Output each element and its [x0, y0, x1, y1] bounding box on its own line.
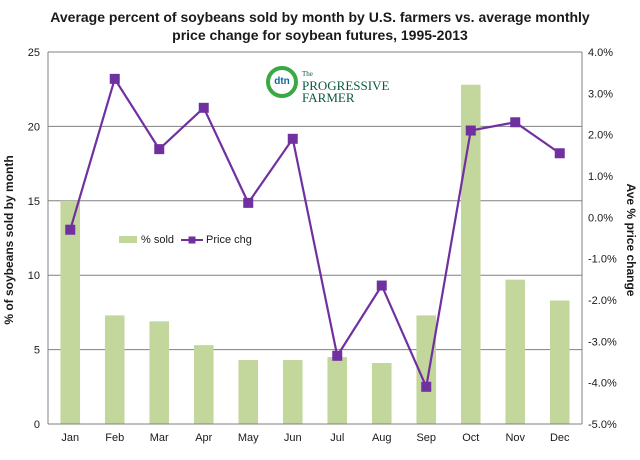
bar-oct: [460, 84, 481, 425]
chart-title-line-1: Average percent of soybeans sold by mont…: [50, 9, 590, 25]
bar-series: [60, 84, 570, 425]
bar-jun: [282, 360, 303, 424]
marker-sep: [421, 381, 432, 392]
x-axis-ticks: Jan Feb Mar Apr May Jun Jul Aug Sep Oct Nov Dec: [61, 432, 570, 444]
right-tick-label: 0.0%: [588, 212, 613, 224]
x-tick-label: Aug: [372, 432, 392, 444]
marker-jun: [287, 133, 298, 144]
bar-sep: [416, 315, 437, 424]
right-tick-label: -1.0%: [588, 254, 617, 266]
marker-dec: [554, 148, 565, 159]
bar-apr: [193, 345, 214, 424]
x-tick-label: Mar: [150, 432, 169, 444]
legend-label-bar: % sold: [141, 234, 174, 246]
right-tick-label: 3.0%: [588, 88, 613, 100]
x-tick-label: Nov: [505, 432, 525, 444]
right-tick-label: 1.0%: [588, 171, 613, 183]
left-tick-label: 10: [28, 270, 40, 282]
bar-jan: [60, 200, 81, 424]
x-tick-label: Feb: [105, 432, 124, 444]
marker-mar: [154, 144, 165, 155]
right-tick-label: -4.0%: [588, 378, 617, 390]
marker-jul: [332, 350, 343, 361]
chart-title-line-2: price change for soybean futures, 1995-2…: [172, 27, 468, 43]
bar-mar: [149, 321, 170, 424]
legend-swatch-marker: [188, 236, 196, 244]
right-axis-ticks: -5.0% -4.0% -3.0% -2.0% -1.0% 0.0% 1.0% 2.0% 3.0…: [588, 47, 617, 431]
legend-label-line: Price chg: [206, 234, 252, 246]
dtn-logo-icon: dtn: [266, 66, 298, 98]
left-tick-label: 5: [34, 345, 40, 357]
plot-frame: [47, 52, 583, 425]
x-tick-label: Jul: [330, 432, 344, 444]
bar-nov: [505, 279, 526, 424]
bar-may: [238, 360, 259, 424]
x-tick-label: Apr: [195, 432, 212, 444]
left-tick-label: 0: [34, 419, 40, 431]
marker-feb: [109, 73, 120, 84]
x-tick-label: Sep: [416, 432, 436, 444]
gridlines: [48, 51, 582, 351]
right-tick-label: -2.0%: [588, 295, 617, 307]
marker-apr: [198, 102, 209, 113]
chart-title: Average percent of soybeans sold by mont…: [0, 8, 640, 44]
legend-swatch-bar: [119, 236, 137, 243]
right-tick-label: -3.0%: [588, 336, 617, 348]
marker-nov: [510, 117, 521, 128]
marker-may: [243, 197, 254, 208]
x-tick-label: Jun: [284, 432, 302, 444]
x-tick-label: May: [238, 432, 259, 444]
right-tick-label: -5.0%: [588, 419, 617, 431]
left-axis-ticks: 0 5 10 15 20 25: [28, 47, 40, 431]
legend: % sold Price chg: [119, 234, 252, 246]
logo-wordmark: The PROGRESSIVE FARMER: [302, 70, 390, 105]
marker-aug: [376, 280, 387, 291]
marker-jan: [65, 224, 76, 235]
right-tick-label: 4.0%: [588, 47, 613, 59]
left-tick-label: 20: [28, 121, 40, 133]
right-axis-title: Ave % price change: [624, 184, 638, 297]
left-axis-title: % of soybeans sold by month: [2, 155, 16, 324]
bar-jul: [327, 357, 348, 424]
x-tick-label: Jan: [61, 432, 79, 444]
line-series: [65, 73, 565, 392]
left-tick-label: 15: [28, 196, 40, 208]
x-tick-label: Oct: [462, 432, 479, 444]
left-tick-label: 25: [28, 47, 40, 59]
right-tick-label: 2.0%: [588, 130, 613, 142]
x-tick-label: Dec: [550, 432, 570, 444]
bar-dec: [549, 300, 570, 424]
bar-feb: [104, 315, 125, 424]
bar-aug: [371, 362, 392, 424]
price-change-line: [69, 76, 561, 391]
marker-oct: [465, 125, 476, 136]
dtn-progressive-farmer-logo: dtn The PROGRESSIVE FARMER: [266, 66, 390, 105]
